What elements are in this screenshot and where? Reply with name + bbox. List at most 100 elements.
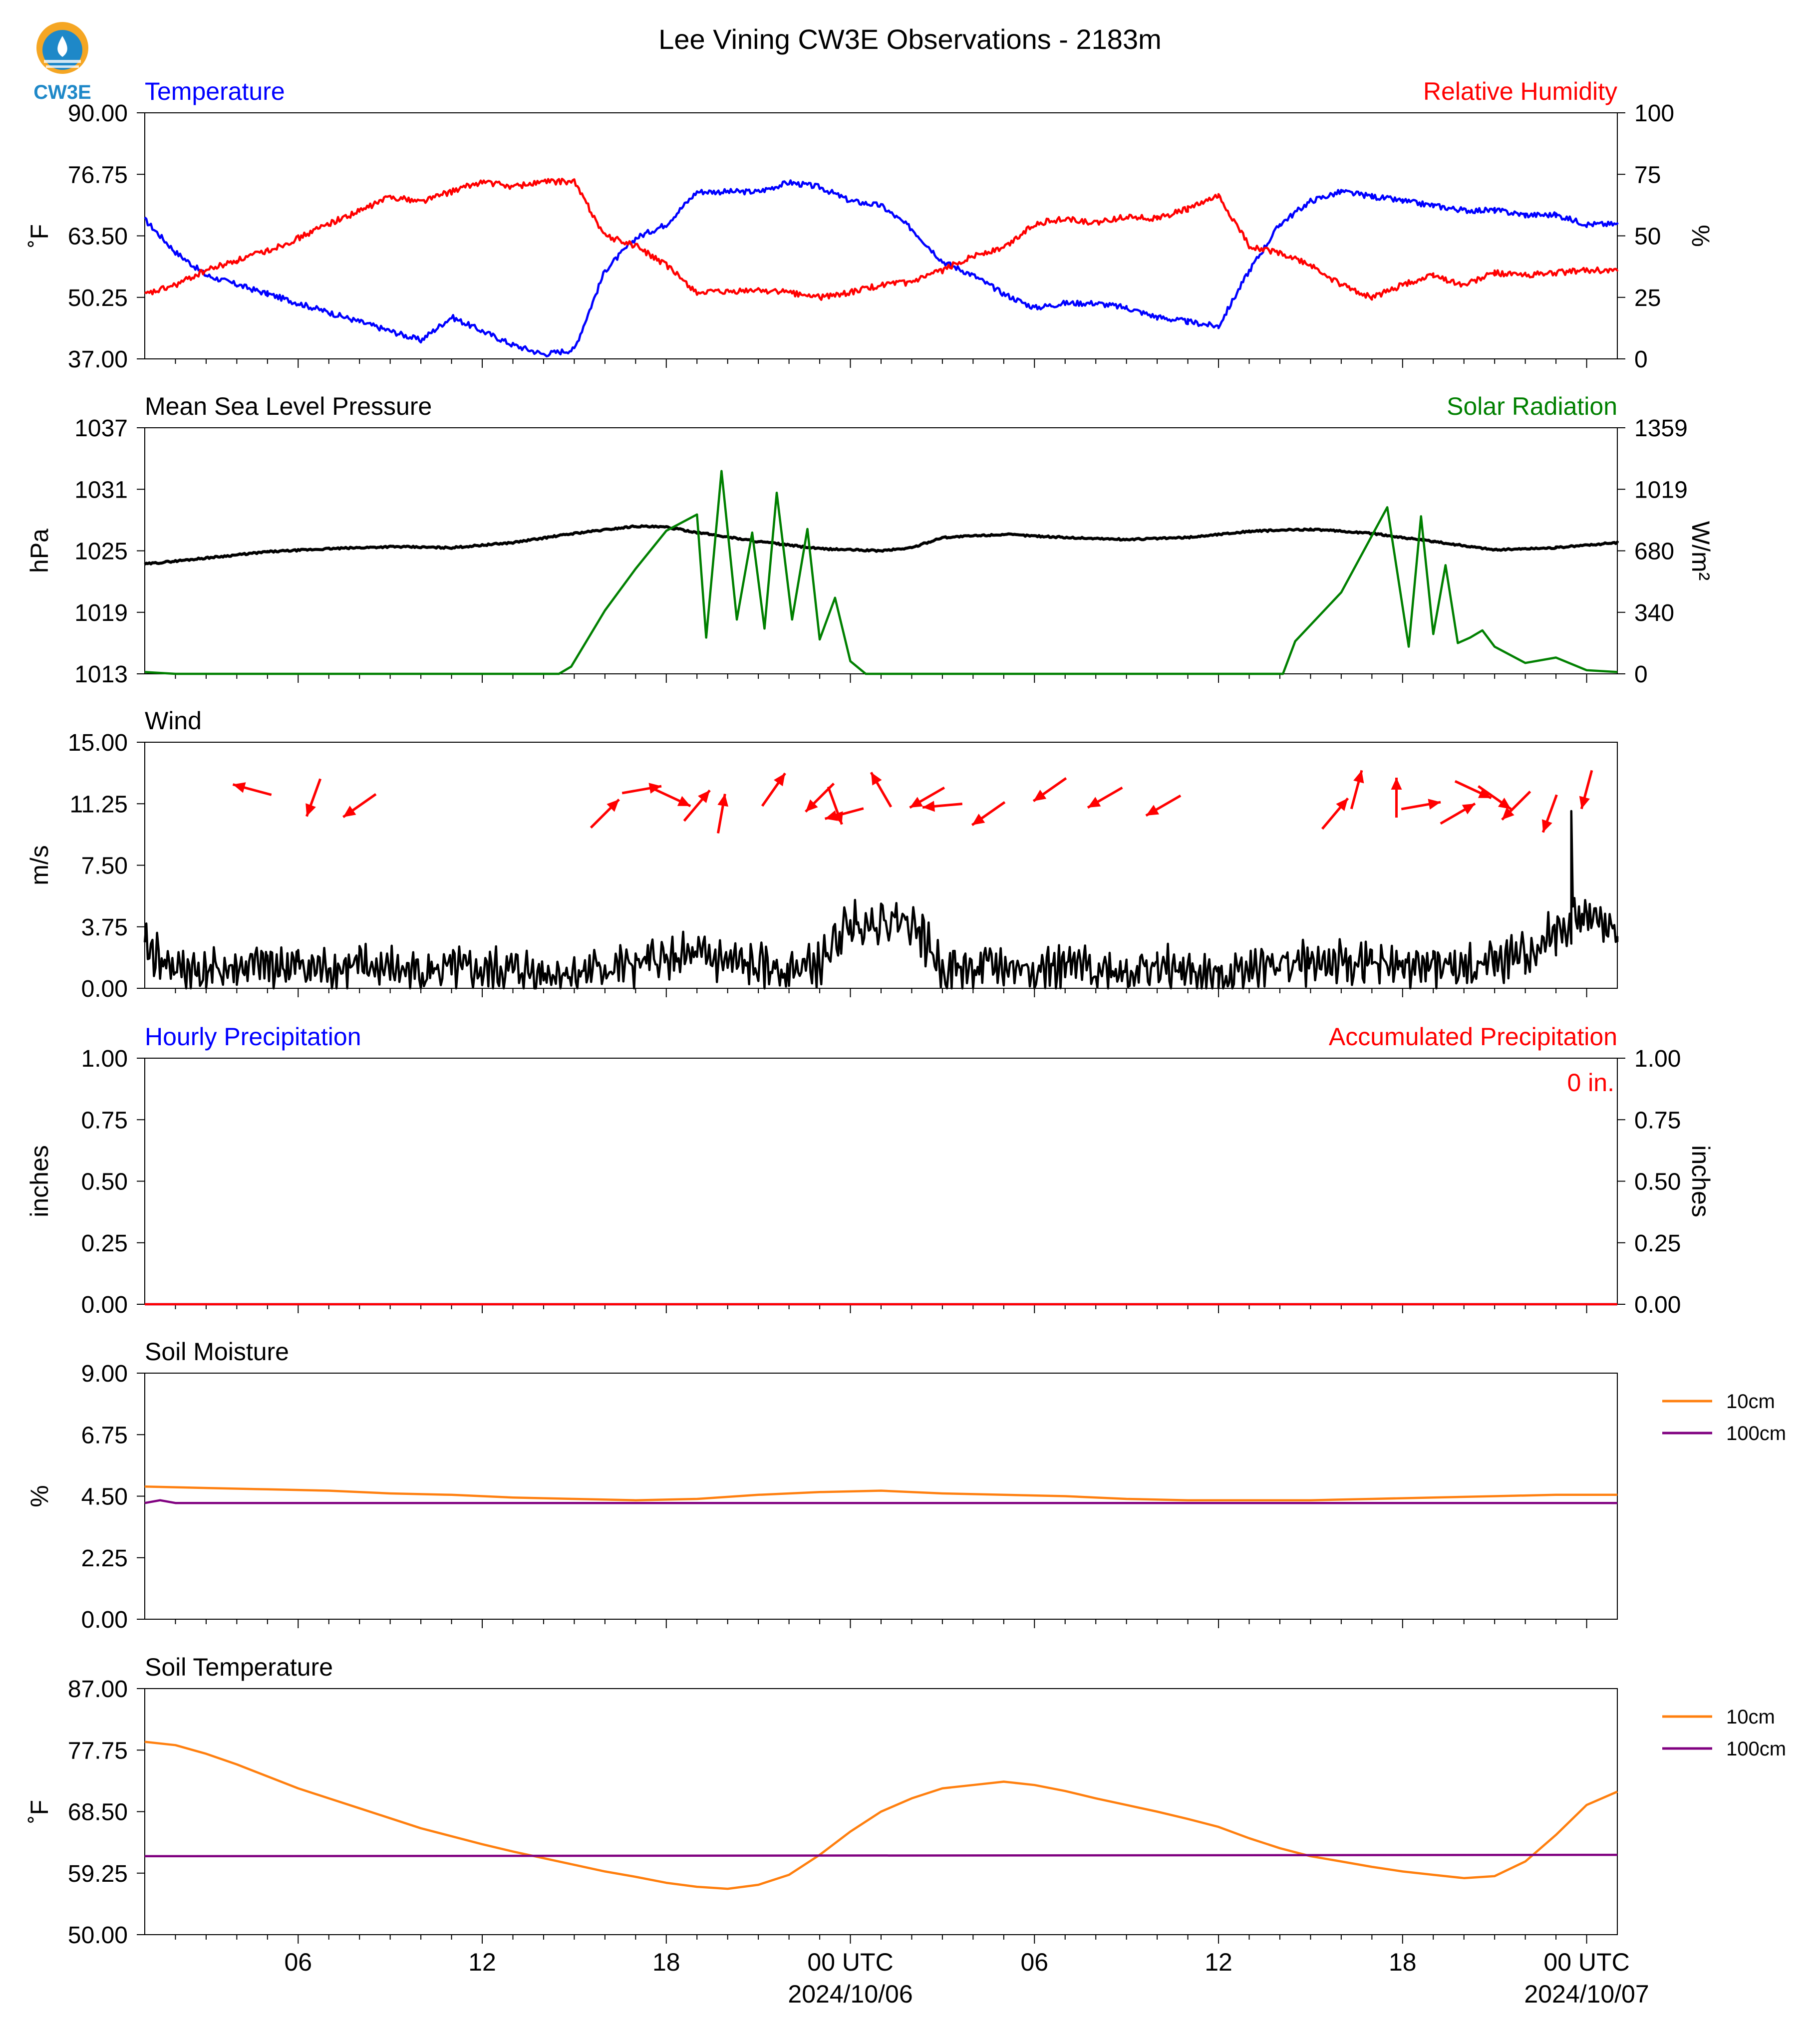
wind-arrow-head xyxy=(1462,804,1476,815)
series-line-10cm xyxy=(144,1485,1617,1501)
wind-arrow-head xyxy=(305,803,316,817)
y-tick-label: 0.00 xyxy=(81,1292,128,1318)
wind-arrow-head xyxy=(1428,799,1441,810)
wind-arrow-head xyxy=(677,796,691,806)
y-tick-label: 76.75 xyxy=(68,162,128,188)
y-tick-label: 0.75 xyxy=(81,1107,128,1134)
wind-arrow-head xyxy=(1579,796,1590,809)
series-line-10cm xyxy=(144,1740,1618,1890)
wind-arrow xyxy=(1541,794,1558,833)
y-tick-label: 4.50 xyxy=(81,1484,128,1510)
wind-arrow xyxy=(305,778,322,817)
wind-arrow xyxy=(717,794,729,834)
date-label: 2024/10/07 xyxy=(1524,1980,1649,2008)
wind-arrow xyxy=(1350,770,1364,810)
wind-arrow-head xyxy=(1541,819,1552,833)
wind-arrow xyxy=(909,786,945,809)
y-axis-label: inches xyxy=(25,1145,53,1217)
y-axis-label: m/s xyxy=(25,845,53,885)
panel-title-left: Hourly Precipitation xyxy=(145,1023,361,1051)
y-tick-label-right: 50 xyxy=(1634,224,1661,250)
legend-label: 10cm xyxy=(1726,1391,1775,1413)
wind-arrow-head xyxy=(1336,798,1348,811)
wind-arrow-head xyxy=(1498,798,1511,809)
wind-arrow xyxy=(1440,802,1476,825)
wind-arrow-head xyxy=(698,790,710,803)
y-axis-label-right: inches xyxy=(1687,1145,1715,1217)
x-tick-label: 12 xyxy=(1205,1948,1232,1976)
panel-title-right: Relative Humidity xyxy=(1423,77,1617,105)
wind-arrow-head xyxy=(233,782,246,793)
legend: 10cm 100cm xyxy=(1662,1391,1786,1445)
y-tick-label: 1031 xyxy=(74,477,128,503)
panel-soil_temperature: 50.00 59.25 68.50 77.75 87.00 ˚F Soil Temperat… xyxy=(25,1653,1786,1949)
series-line-100cm xyxy=(144,1853,1618,1858)
y-tick-label: 6.75 xyxy=(81,1422,128,1449)
wind-arrow-head xyxy=(972,814,985,825)
wind-arrow xyxy=(342,793,377,818)
wind-arrow-head xyxy=(871,772,882,786)
panel-title-right: Solar Radiation xyxy=(1447,392,1617,420)
series-line-mean-sea-level-pressure xyxy=(144,524,1619,566)
wind-arrow-head xyxy=(922,801,935,812)
wind-arrow-head xyxy=(1033,790,1047,801)
wind-arrow xyxy=(1321,797,1349,830)
y-tick-label-right: 0.25 xyxy=(1634,1230,1681,1257)
wind-arrow xyxy=(1145,794,1182,817)
series-line-solar-radiation xyxy=(144,470,1618,675)
y-tick-label: 59.25 xyxy=(68,1861,128,1887)
panel-title-right: Accumulated Precipitation xyxy=(1329,1023,1617,1051)
panel-title-left: Soil Moisture xyxy=(145,1338,289,1366)
legend-label: 100cm xyxy=(1726,1423,1786,1445)
y-axis-label-right: W/m² xyxy=(1687,521,1715,580)
figure-title: Lee Vining CW3E Observations - 2183m xyxy=(658,23,1161,55)
y-tick-label: 87.00 xyxy=(68,1676,128,1703)
y-tick-label: 15.00 xyxy=(68,730,128,756)
panel-pressure_solar: 1013 1019 1025 1031 1037 0 340 680 1019 1359 hPa W/… xyxy=(25,392,1715,688)
wind-arrow xyxy=(1501,790,1531,821)
y-axis-label-right: % xyxy=(1687,225,1715,247)
y-tick-label-right: 0.00 xyxy=(1634,1292,1681,1318)
wind-arrow-head xyxy=(343,806,356,817)
wind-arrow xyxy=(1454,780,1492,800)
y-tick-label: 63.50 xyxy=(68,224,128,250)
y-tick-label-right: 1.00 xyxy=(1634,1046,1681,1072)
panel-title-left: Mean Sea Level Pressure xyxy=(145,392,432,420)
y-tick-label: 37.00 xyxy=(68,346,128,373)
axes-frame xyxy=(144,1373,1618,1620)
x-tick-label: 00 UTC xyxy=(1543,1948,1629,1976)
panel-title-left: Wind xyxy=(145,707,202,735)
wind-arrow-head xyxy=(1502,807,1515,820)
wind-arrow xyxy=(653,788,691,808)
panel-title-left: Temperature xyxy=(145,77,285,105)
wind-arrow-head xyxy=(717,794,729,807)
wind-arrow xyxy=(1087,786,1123,809)
wind-arrow-head xyxy=(825,810,838,821)
panel-title-left: Soil Temperature xyxy=(145,1653,333,1681)
y-tick-label-right: 75 xyxy=(1634,162,1661,188)
y-tick-label: 2.25 xyxy=(81,1545,128,1572)
wind-arrow xyxy=(1579,770,1593,810)
series-line-100cm xyxy=(144,1499,1617,1504)
y-axis-label: hPa xyxy=(25,529,53,573)
y-tick-label: 9.00 xyxy=(81,1361,128,1387)
y-tick-label-right: 340 xyxy=(1634,600,1674,626)
y-tick-label: 1.00 xyxy=(81,1046,128,1072)
wind-arrow-head xyxy=(1478,788,1492,798)
wind-arrow-head xyxy=(1146,805,1160,816)
panel-temp_rh: 37.00 50.25 63.50 76.75 90.00 0 25 50 75 100 ˚F % Te… xyxy=(25,77,1715,373)
y-axis-label: ˚F xyxy=(25,224,53,248)
wind-arrow-head xyxy=(607,799,619,812)
panel-precip: 0.00 0.25 0.50 0.75 1.00 0.00 0.25 0.50 0.75 1.00… xyxy=(25,1023,1715,1318)
y-tick-label-right: 25 xyxy=(1634,285,1661,311)
y-tick-label: 7.50 xyxy=(81,853,128,879)
x-tick-label: 12 xyxy=(468,1948,496,1976)
panel-wind: 0.00 3.75 7.50 11.25 15.00 m/s Wind xyxy=(25,707,1619,1002)
wind-arrow xyxy=(922,801,962,812)
wind-arrow-head xyxy=(1088,797,1101,808)
wind-arrow-head xyxy=(774,773,785,787)
y-tick-label: 11.25 xyxy=(69,791,128,818)
logo-wave-1 xyxy=(44,60,81,63)
accumulated-total-label: 0 in. xyxy=(1567,1069,1614,1097)
wind-arrow-head xyxy=(805,799,818,812)
